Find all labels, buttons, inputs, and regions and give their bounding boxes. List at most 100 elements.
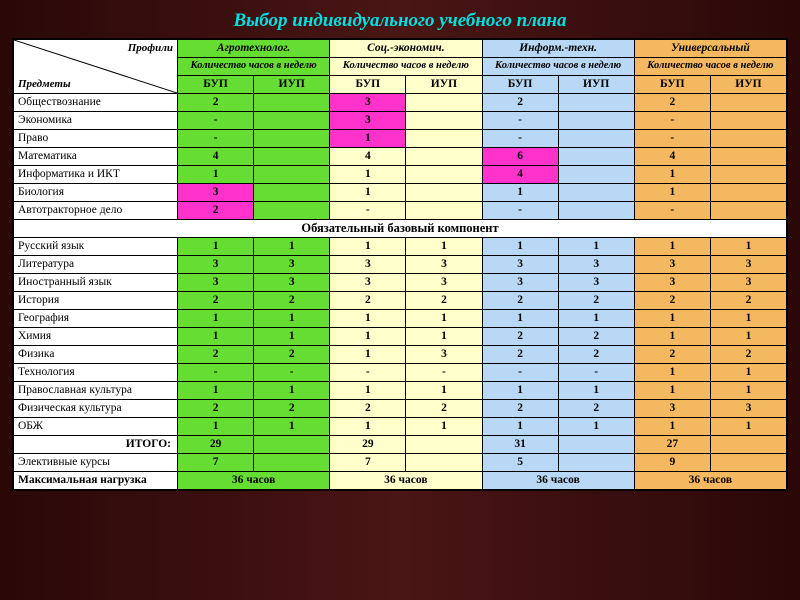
value-cell: 1 — [634, 184, 710, 202]
value-cell: 4 — [330, 148, 406, 166]
value-cell: 1 — [406, 418, 482, 436]
value-cell: 27 — [634, 436, 710, 454]
value-cell: 3 — [558, 256, 634, 274]
value-cell — [558, 454, 634, 472]
hours-per-week-header: Количество часов в неделю — [634, 58, 786, 76]
value-cell: 2 — [710, 346, 786, 364]
value-cell: 2 — [482, 94, 558, 112]
subject-cell: Биология — [14, 184, 178, 202]
value-cell: - — [482, 130, 558, 148]
value-cell: 1 — [710, 382, 786, 400]
value-cell — [254, 202, 330, 220]
subject-cell: Литература — [14, 256, 178, 274]
value-cell — [406, 202, 482, 220]
subject-cell: Химия — [14, 328, 178, 346]
subject-cell: Право — [14, 130, 178, 148]
value-cell: - — [406, 364, 482, 382]
value-cell: 1 — [178, 418, 254, 436]
value-cell: 1 — [406, 310, 482, 328]
value-cell: 4 — [482, 166, 558, 184]
value-cell: 1 — [558, 310, 634, 328]
value-cell: 1 — [178, 310, 254, 328]
value-cell — [254, 94, 330, 112]
value-cell: 2 — [254, 400, 330, 418]
value-cell: 1 — [482, 418, 558, 436]
value-cell: 1 — [406, 238, 482, 256]
value-cell — [406, 454, 482, 472]
value-cell — [254, 184, 330, 202]
diag-bottom: Предметы — [18, 78, 71, 91]
value-cell: 3 — [482, 274, 558, 292]
value-cell: 2 — [178, 202, 254, 220]
value-cell: 7 — [330, 454, 406, 472]
value-cell: - — [482, 112, 558, 130]
value-cell — [558, 148, 634, 166]
value-cell: 2 — [254, 292, 330, 310]
value-cell: 3 — [406, 346, 482, 364]
value-cell: 3 — [406, 256, 482, 274]
value-cell: 1 — [330, 328, 406, 346]
value-cell: 1 — [634, 310, 710, 328]
value-cell: 1 — [634, 166, 710, 184]
value-cell: 1 — [178, 382, 254, 400]
value-cell — [406, 184, 482, 202]
value-cell: 1 — [634, 382, 710, 400]
value-cell: - — [178, 364, 254, 382]
value-cell: 1 — [710, 238, 786, 256]
value-cell — [558, 130, 634, 148]
value-cell: 2 — [178, 292, 254, 310]
value-cell — [710, 148, 786, 166]
subject-cell: Информатика и ИКТ — [14, 166, 178, 184]
value-cell: 3 — [330, 256, 406, 274]
value-cell: 2 — [482, 346, 558, 364]
value-cell: 5 — [482, 454, 558, 472]
value-cell: 3 — [178, 184, 254, 202]
value-cell: 2 — [482, 400, 558, 418]
value-cell: 1 — [254, 328, 330, 346]
value-cell: - — [634, 130, 710, 148]
value-cell: 2 — [710, 292, 786, 310]
value-cell: 1 — [558, 382, 634, 400]
value-cell — [710, 202, 786, 220]
value-cell: 3 — [710, 256, 786, 274]
subject-cell: Физика — [14, 346, 178, 364]
value-cell — [710, 166, 786, 184]
value-cell: 6 — [482, 148, 558, 166]
subject-cell: Иностранный язык — [14, 274, 178, 292]
value-cell: 2 — [558, 292, 634, 310]
value-cell — [710, 184, 786, 202]
subject-cell: Технология — [14, 364, 178, 382]
subject-cell: Математика — [14, 148, 178, 166]
bup-iup-header: ИУП — [558, 76, 634, 94]
value-cell: - — [330, 202, 406, 220]
value-cell — [406, 166, 482, 184]
value-cell: 1 — [178, 238, 254, 256]
value-cell: 2 — [406, 292, 482, 310]
value-cell: 2 — [178, 400, 254, 418]
value-cell — [710, 436, 786, 454]
value-cell: 2 — [406, 400, 482, 418]
subject-cell: Обществознание — [14, 94, 178, 112]
value-cell: - — [482, 364, 558, 382]
value-cell: 3 — [254, 274, 330, 292]
value-cell: - — [178, 112, 254, 130]
hours-per-week-header: Количество часов в неделю — [482, 58, 634, 76]
value-cell: 1 — [330, 346, 406, 364]
value-cell — [710, 112, 786, 130]
value-cell: 2 — [558, 400, 634, 418]
subject-cell: География — [14, 310, 178, 328]
profile-header: Универсальный — [634, 40, 786, 58]
value-cell: 3 — [330, 112, 406, 130]
bup-iup-header: БУП — [178, 76, 254, 94]
bup-iup-header: ИУП — [254, 76, 330, 94]
value-cell: 1 — [330, 418, 406, 436]
value-cell: 1 — [710, 418, 786, 436]
value-cell: 2 — [330, 292, 406, 310]
subject-cell: Экономика — [14, 112, 178, 130]
value-cell: 3 — [634, 274, 710, 292]
value-cell: 1 — [634, 328, 710, 346]
value-cell: - — [330, 364, 406, 382]
value-cell: 1 — [710, 364, 786, 382]
value-cell: 29 — [330, 436, 406, 454]
value-cell: 2 — [482, 292, 558, 310]
